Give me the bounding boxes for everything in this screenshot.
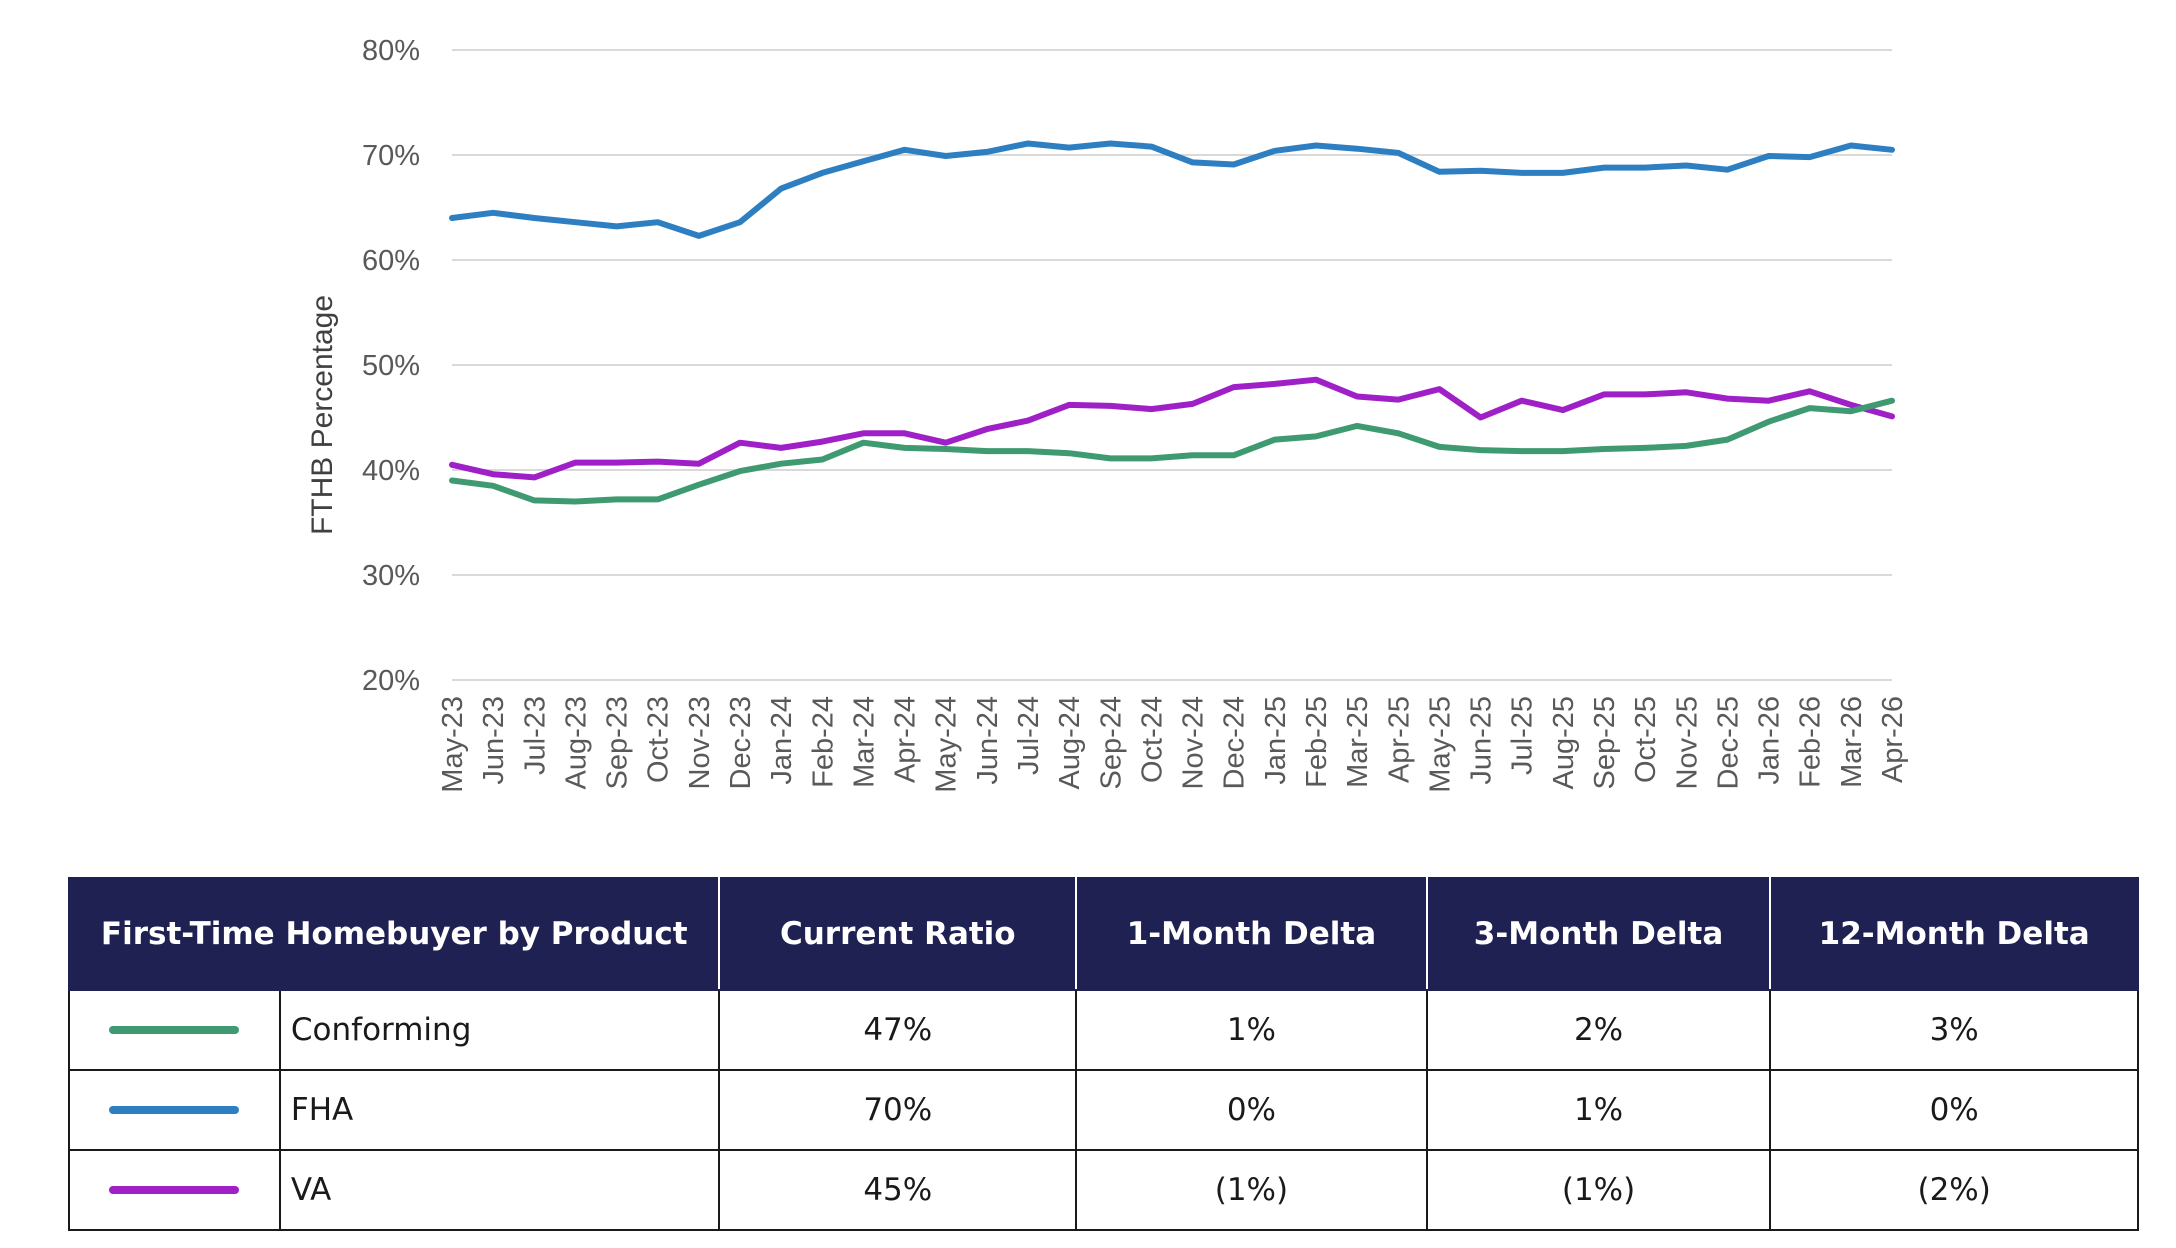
x-tick-label: Jan-26 [1754,696,1786,785]
x-tick-label: Mar-25 [1342,696,1374,788]
delta-1-month: 1% [1075,989,1428,1071]
product-name: FHA [278,1069,721,1151]
header-3-month-delta: 3-Month Delta [1425,877,1772,991]
y-axis-ticks: 20% 30% 40% 50% 60% 70% 80% [362,35,420,697]
table-row: FHA 70% 0% 1% 0% [68,1069,2139,1151]
legend-swatch-va [109,1186,240,1194]
product-name: Conforming [278,989,721,1071]
y-tick-label: 50% [362,350,420,382]
legend-swatch-cell [68,1069,281,1151]
delta-3-month: 1% [1425,1069,1772,1151]
delta-12-month: 3% [1769,989,2139,1071]
x-tick-label: Feb-26 [1795,696,1827,788]
delta-3-month: 2% [1425,989,1772,1071]
x-tick-label: Nov-25 [1671,696,1703,790]
x-tick-label: Jan-25 [1260,696,1292,785]
x-tick-label: Apr-24 [890,696,922,783]
x-tick-label: Dec-23 [725,696,757,790]
current-ratio: 47% [718,989,1078,1071]
x-tick-label: May-23 [437,696,469,793]
x-tick-label: Oct-25 [1630,696,1662,783]
x-tick-label: Mar-24 [848,696,880,788]
y-tick-label: 80% [362,35,420,67]
x-tick-label: Jul-25 [1507,696,1539,775]
x-tick-label: Aug-23 [560,696,592,790]
y-tick-label: 30% [362,560,420,592]
y-tick-label: 60% [362,245,420,277]
legend-swatch-cell [68,1149,281,1231]
x-tick-label: Oct-23 [643,696,675,783]
x-tick-label: Jul-24 [1013,696,1045,775]
legend-swatch-cell [68,989,281,1071]
x-tick-label: May-24 [931,696,963,793]
x-tick-label: Feb-25 [1301,696,1333,788]
header-product: First-Time Homebuyer by Product [67,877,721,991]
x-tick-label: Apr-26 [1877,696,1909,783]
gridlines [452,49,1892,681]
y-axis-title: FTHB Percentage [306,295,339,535]
table-header-row: First-Time Homebuyer by Product Current … [67,877,2139,991]
fthb-summary-table: First-Time Homebuyer by Product Current … [67,877,2139,1231]
legend-swatch-conforming [109,1026,240,1034]
header-12-month-delta: 12-Month Delta [1769,877,2139,991]
delta-12-month: 0% [1769,1069,2139,1151]
x-tick-label: Aug-24 [1054,696,1086,790]
x-tick-label: Sep-25 [1589,696,1621,790]
y-tick-label: 20% [362,665,420,697]
x-tick-label: Sep-24 [1095,696,1127,790]
delta-12-month: (2%) [1769,1149,2139,1231]
legend-swatch-fha [109,1106,240,1114]
table-row: Conforming 47% 1% 2% 3% [68,989,2139,1071]
delta-1-month: 0% [1075,1069,1428,1151]
x-tick-label: Dec-25 [1712,696,1744,790]
x-tick-label: Aug-25 [1548,696,1580,790]
x-tick-label: Jun-23 [478,696,510,785]
x-tick-label: Jan-24 [766,696,798,785]
product-name: VA [278,1149,721,1231]
series-line-va [449,376,1895,481]
x-tick-label: Oct-24 [1136,696,1168,783]
x-tick-label: Dec-24 [1219,696,1251,790]
y-tick-label: 40% [362,455,420,487]
current-ratio: 45% [718,1149,1078,1231]
x-tick-label: Mar-26 [1836,696,1868,788]
x-tick-label: Sep-23 [602,696,634,790]
delta-1-month: (1%) [1075,1149,1428,1231]
x-tick-label: Apr-25 [1383,696,1415,783]
header-current-ratio: Current Ratio [718,877,1078,991]
x-tick-label: May-25 [1424,696,1456,793]
x-tick-label: Jun-24 [972,696,1004,785]
fthb-line-chart: 20% 30% 40% 50% 60% 70% 80% May-23 Jun-23 Jul-23… [306,35,1909,793]
x-tick-label: Nov-24 [1178,696,1210,790]
y-tick-label: 70% [362,140,420,172]
x-axis-ticks: May-23 Jun-23 Jul-23 Aug-23 Sep-23 Oct-23 Nov-… [437,696,1909,793]
series-lines [449,140,1895,505]
table-row: VA 45% (1%) (1%) (2%) [68,1149,2139,1231]
current-ratio: 70% [718,1069,1078,1151]
x-tick-label: Nov-23 [684,696,716,790]
header-1-month-delta: 1-Month Delta [1075,877,1428,991]
series-line-conforming [449,397,1895,505]
x-tick-label: Feb-24 [807,696,839,788]
series-line-fha [449,140,1895,239]
x-tick-label: Jun-25 [1466,696,1498,785]
delta-3-month: (1%) [1425,1149,1772,1231]
x-tick-label: Jul-23 [519,696,551,775]
